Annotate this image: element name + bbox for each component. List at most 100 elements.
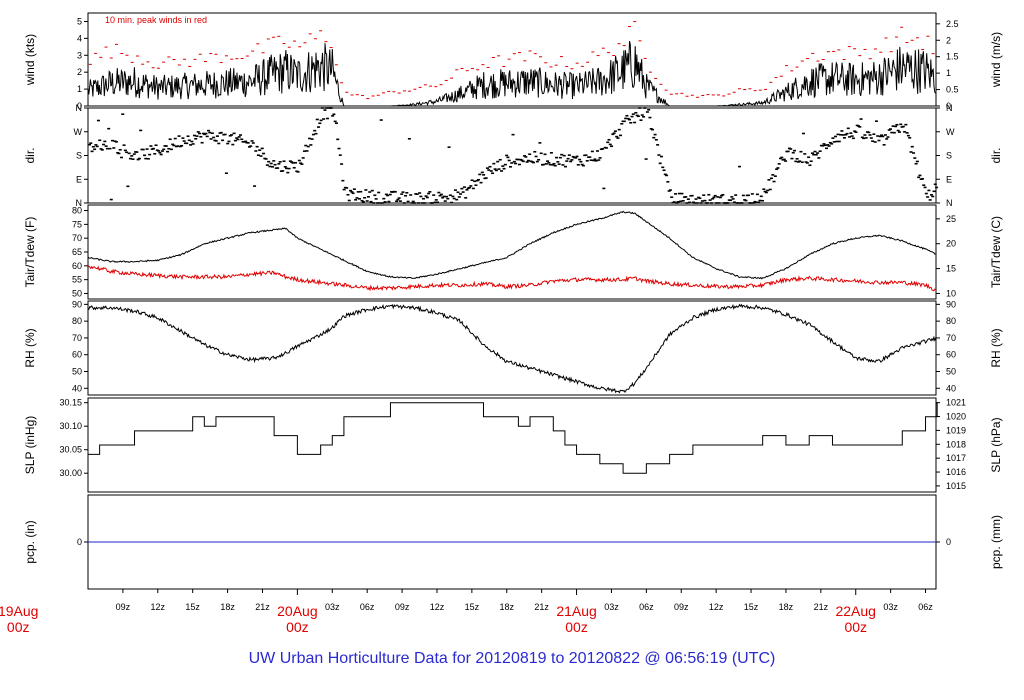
dir-point (177, 135, 181, 137)
dir-point (137, 157, 141, 160)
dir-point (544, 163, 548, 165)
dir-point (688, 201, 692, 204)
dir-point (434, 199, 438, 201)
dir-point (514, 162, 518, 165)
dir-point (318, 122, 322, 125)
dir-point (648, 116, 652, 119)
dir-point (167, 147, 171, 150)
x-tick-label: 15z (465, 602, 480, 612)
dir-point (416, 202, 420, 204)
dir-point (269, 162, 273, 165)
y-tick-label-right: 2 (946, 35, 951, 45)
dir-point (642, 116, 646, 118)
y-tick-label-right: 25 (946, 214, 956, 224)
dir-point (526, 159, 530, 162)
dir-point (227, 140, 231, 143)
dir-point (822, 143, 826, 145)
dir-point (597, 159, 601, 161)
panel-frame (87, 300, 937, 396)
dir-point (381, 202, 385, 204)
panel-wind: wind (kts) wind (m/s) 0 1 2 3 4 5 0 0.5 1 1.5 2 2.5 10… (23, 12, 1003, 111)
panel-frame (87, 107, 937, 204)
dir-point (749, 202, 753, 204)
dir-point (468, 186, 472, 189)
dir-point (555, 156, 559, 159)
dir-point (323, 109, 327, 111)
dir-point (219, 131, 223, 134)
dir-point (775, 168, 779, 171)
dir-point (171, 143, 175, 146)
dir-point (836, 133, 840, 136)
dir-point (794, 160, 798, 163)
dir-point (471, 187, 475, 190)
dir-point (629, 121, 633, 124)
dir-point (619, 134, 623, 137)
dir-point (311, 133, 315, 136)
dir-point (543, 153, 547, 156)
dir-point (767, 179, 771, 181)
time-axis: 09z 12z 15z 18z 21z 03z 06z 09z 12z 15z 18z 21z 03z 0… (0, 589, 933, 635)
y-tick-label: 0 (77, 537, 82, 547)
dir-point (548, 163, 552, 166)
dir-point (125, 151, 129, 154)
dir-point (757, 201, 761, 204)
dir-point (877, 139, 881, 142)
dir-point (370, 189, 374, 192)
dir-point (764, 191, 768, 194)
dir-point (109, 198, 113, 201)
dir-point (299, 162, 303, 164)
x-tick-label: 09z (674, 602, 689, 612)
dir-point (250, 140, 254, 142)
dir-point (421, 197, 425, 200)
dir-point (453, 189, 457, 191)
dir-point (517, 163, 521, 166)
y-tick-label-right: E (946, 174, 952, 184)
dir-point (145, 148, 149, 150)
dir-point (396, 198, 400, 201)
dir-point (102, 143, 106, 146)
dir-point (296, 171, 300, 173)
dir-point (744, 199, 748, 202)
dir-point (649, 128, 653, 130)
dir-point (382, 197, 386, 200)
dir-point (214, 140, 218, 142)
dir-point (194, 137, 198, 140)
dir-point (542, 163, 546, 166)
y-tick-label-right: 1019 (946, 425, 966, 435)
dir-point (923, 186, 927, 189)
dir-point (695, 202, 699, 204)
dir-point (198, 132, 202, 135)
dir-point (721, 194, 725, 196)
dir-point (761, 199, 765, 202)
series-line-tdew (87, 265, 936, 292)
y-axis-title-left: SLP (inHg) (23, 416, 37, 474)
dir-point (581, 164, 585, 167)
dir-point (496, 160, 500, 163)
dir-point (729, 199, 733, 202)
dir-point (567, 154, 571, 156)
dir-point (190, 140, 194, 143)
dir-point (595, 150, 599, 152)
dir-point (576, 164, 580, 166)
dir-point (438, 194, 442, 197)
dir-point (126, 185, 130, 188)
dir-point (290, 161, 294, 163)
y-tick-label: 70 (72, 333, 82, 343)
dir-point (276, 167, 280, 169)
dir-point (291, 162, 295, 164)
dir-point (349, 189, 353, 192)
dir-point (817, 157, 821, 159)
x-tick-label: 15z (744, 602, 759, 612)
dir-point (832, 141, 836, 143)
dir-point (308, 137, 312, 140)
dir-point (278, 161, 282, 163)
dir-point (804, 161, 808, 163)
panel-rh: RH (%) RH (%) 40 50 60 70 80 90 40 50 60 70 80 90 (23, 299, 1003, 396)
dir-point (860, 136, 864, 139)
dir-point (377, 191, 381, 194)
dir-point (846, 127, 850, 130)
dir-point (419, 195, 423, 198)
y-tick-label-right: 40 (946, 383, 956, 393)
dir-point (95, 145, 99, 148)
dir-point (469, 185, 473, 187)
